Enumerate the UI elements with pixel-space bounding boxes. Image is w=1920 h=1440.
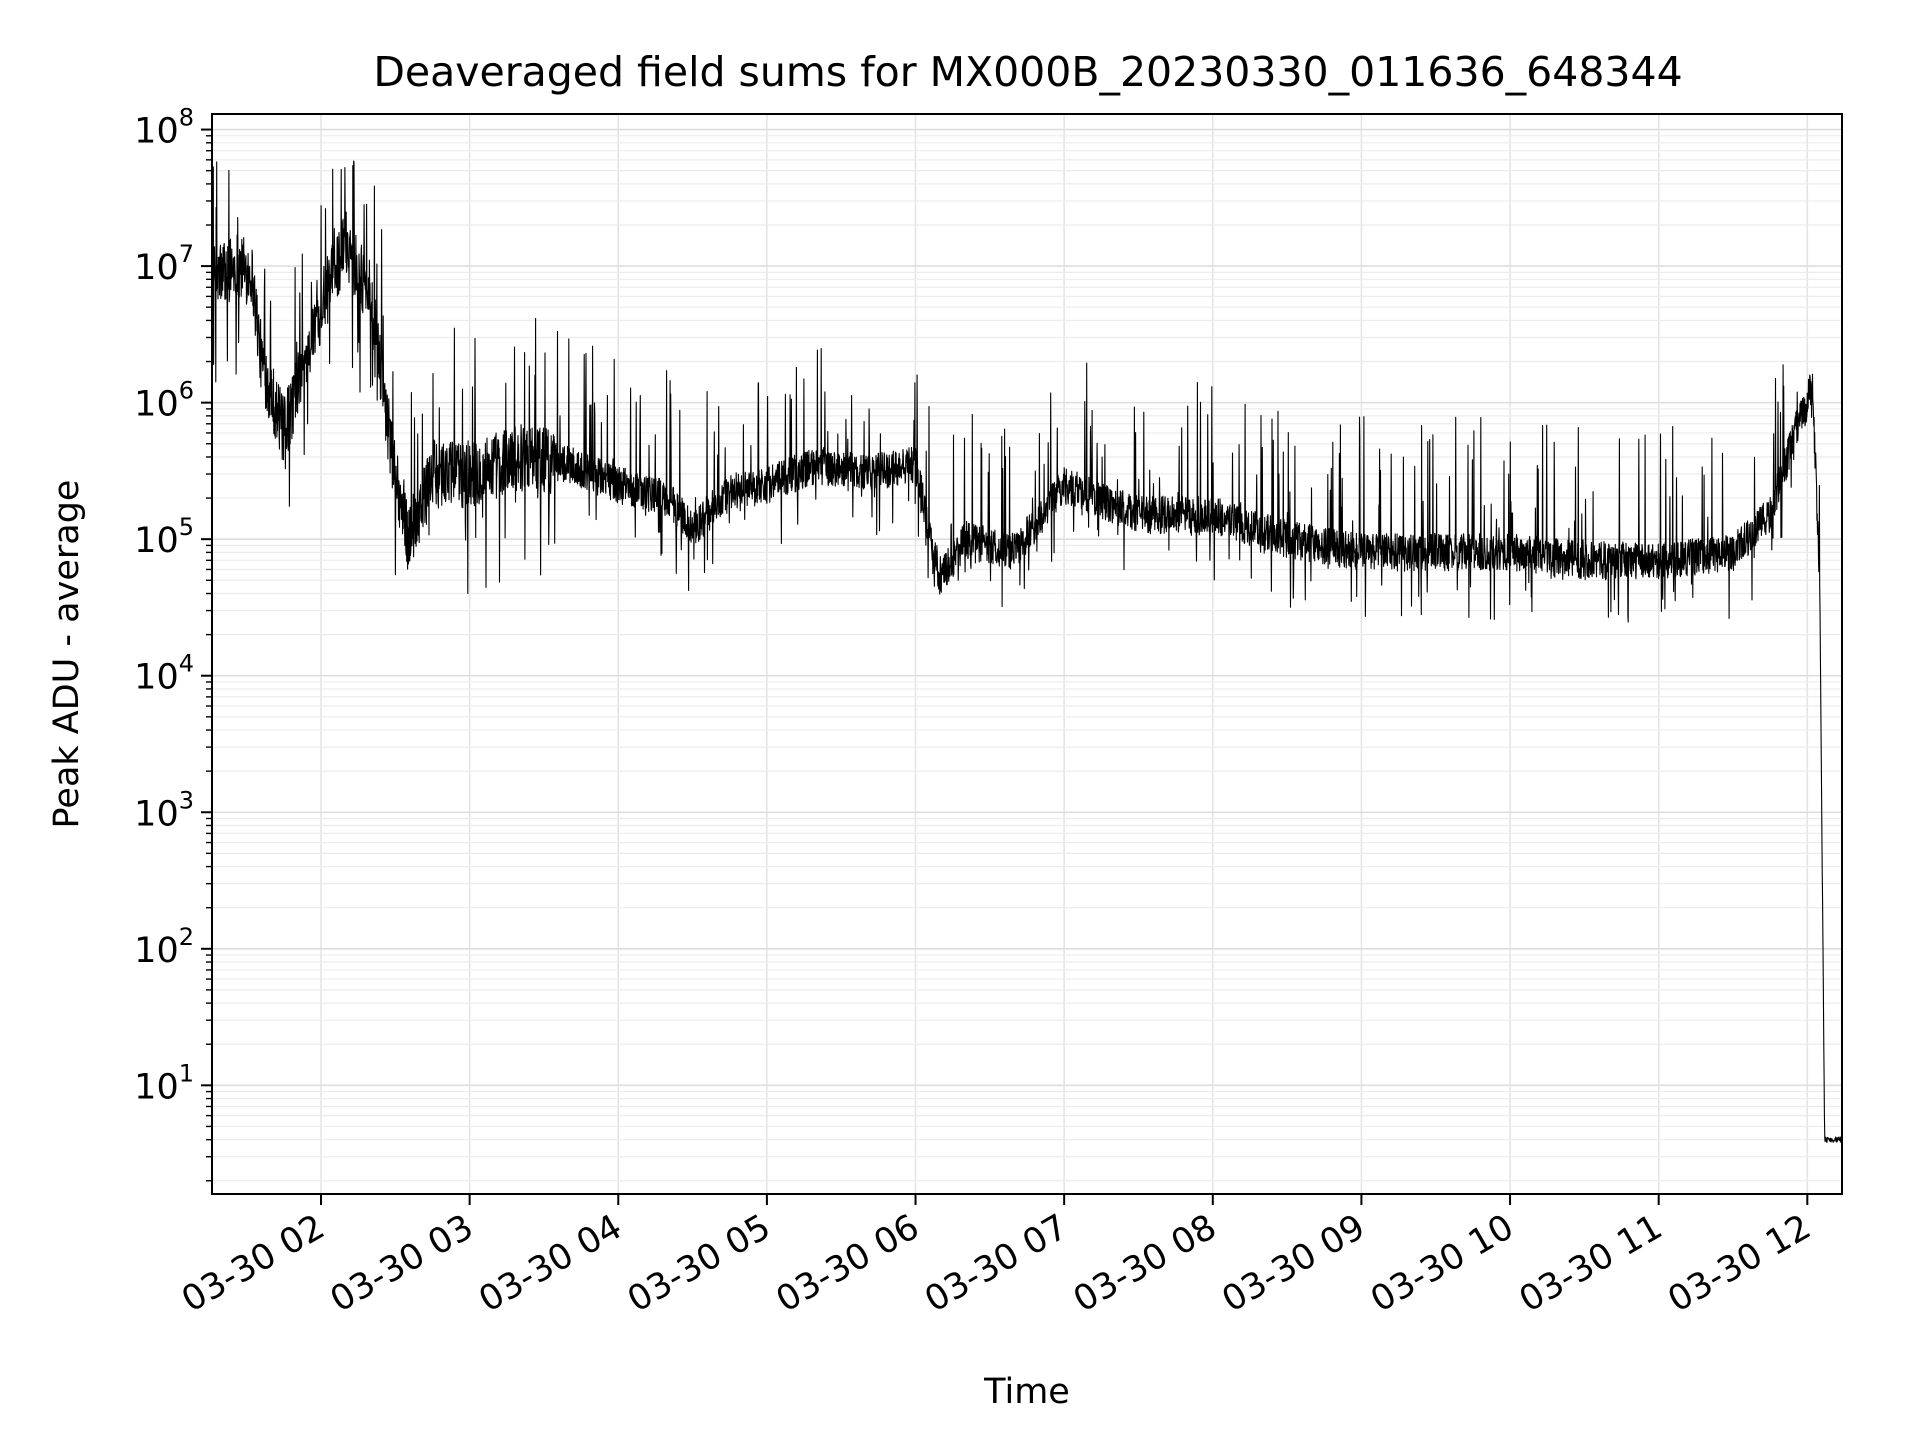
y-tick-label: 102 [134, 923, 194, 971]
y-tick-label: 105 [134, 513, 194, 561]
series-line [211, 160, 1843, 1143]
y-tick-label: 107 [134, 240, 194, 288]
y-tick-label: 106 [134, 377, 194, 425]
plot-frame [211, 113, 1843, 1195]
x-axis-label: Time [983, 1372, 1070, 1412]
series-group [211, 160, 1843, 1143]
y-tick-label: 103 [134, 786, 194, 834]
chart-title: Deaveraged field sums for MX000B_2023033… [373, 48, 1682, 96]
y-tick-label: 104 [134, 650, 194, 698]
y-tick-label: 108 [134, 104, 194, 152]
y-axis: 101 102 103 104 105 106 107 108 [134, 104, 212, 1182]
y-axis-label: Peak ADU - average [47, 480, 87, 829]
y-tick-label: 101 [134, 1059, 194, 1107]
